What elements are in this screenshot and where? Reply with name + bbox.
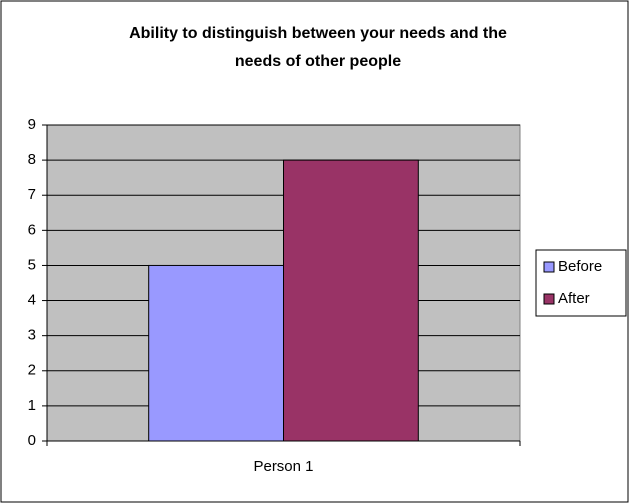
legend-swatch (543, 261, 555, 273)
y-tick-label: 2 (28, 362, 36, 379)
legend-label: Before (558, 258, 602, 275)
y-tick-label: 5 (28, 256, 36, 273)
y-tick-label: 6 (28, 221, 36, 238)
chart-title: Ability to distinguish between your need… (129, 25, 507, 42)
bar (148, 264, 284, 442)
bar (283, 159, 419, 442)
chart-title: needs of other people (235, 53, 401, 70)
y-tick-label: 0 (28, 432, 36, 449)
y-tick-label: 7 (28, 186, 36, 203)
y-tick-label: 4 (28, 292, 36, 309)
y-tick-label: 9 (28, 116, 36, 133)
legend-swatch (543, 293, 555, 305)
legend-label: After (558, 290, 590, 307)
legend-box (535, 249, 627, 317)
y-tick-label: 3 (28, 327, 36, 344)
x-tick-label: Person 1 (253, 458, 313, 475)
y-tick-label: 8 (28, 151, 36, 168)
y-tick-label: 1 (28, 397, 36, 414)
